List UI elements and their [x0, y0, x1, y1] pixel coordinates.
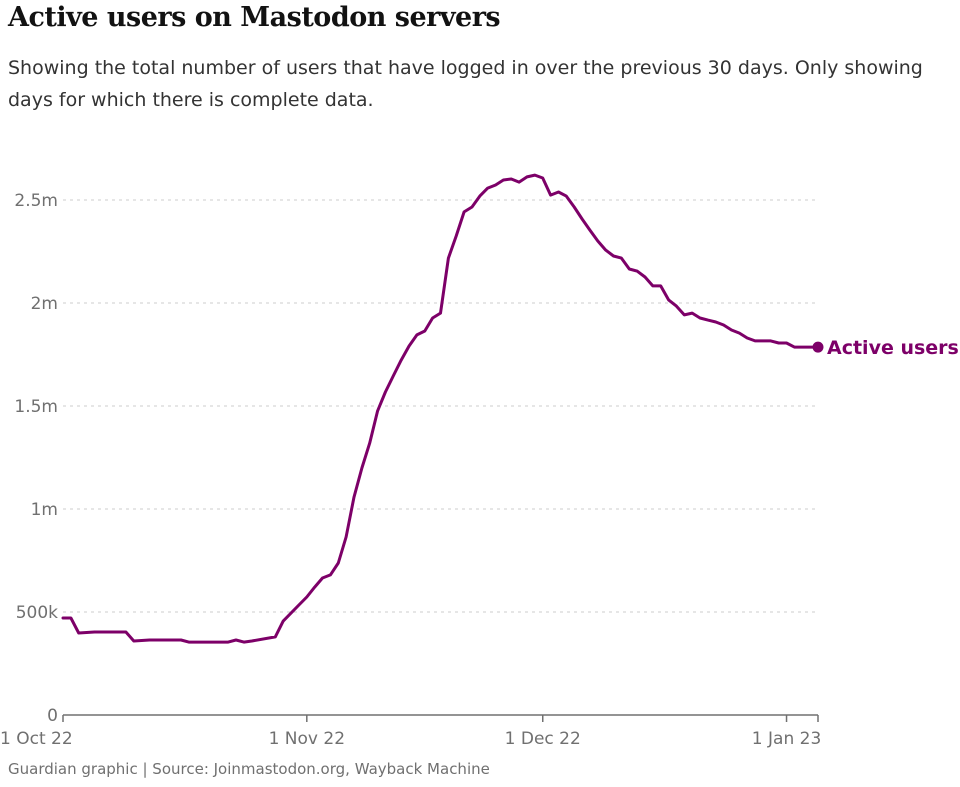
y-tick-label: 1m: [31, 500, 58, 520]
series-line-active-users: [61, 173, 820, 644]
y-tick-label: 1.5m: [14, 397, 58, 417]
chart-title: Active users on Mastodon servers: [8, 2, 501, 33]
y-tick-label: 0: [47, 706, 58, 726]
y-tick-label: 2.5m: [14, 191, 58, 211]
series-end-marker: [812, 341, 824, 353]
y-tick-label: 2m: [31, 294, 58, 314]
x-tick-label: 1 Dec 22: [505, 729, 581, 749]
x-tick-label: 1 Nov 22: [269, 729, 345, 749]
x-tick-label: 1 Oct 22: [0, 729, 73, 749]
y-tick-label: 500k: [16, 603, 58, 623]
source-footer: Guardian graphic | Source: Joinmastodon.…: [8, 760, 490, 778]
series-label: Active users: [827, 337, 959, 359]
chart-subtitle: Showing the total number of users that h…: [8, 57, 923, 111]
x-tick-label: 1 Jan 23: [752, 729, 821, 749]
